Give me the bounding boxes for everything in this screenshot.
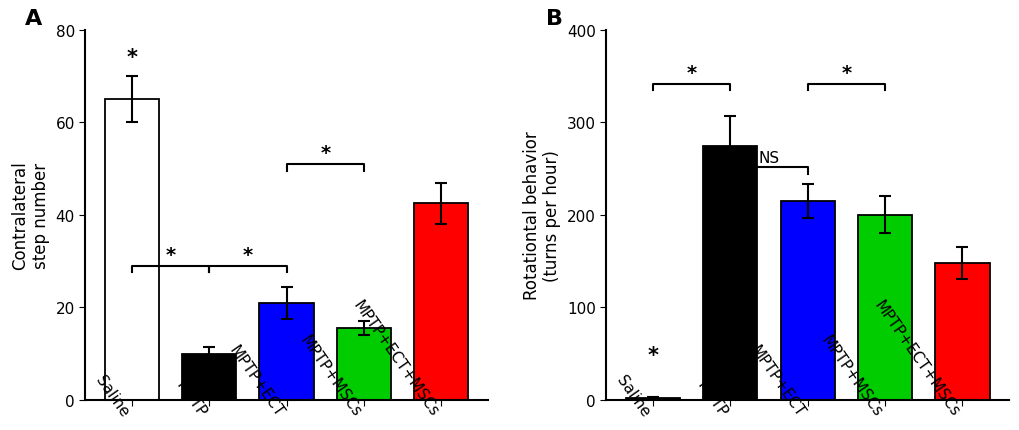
Bar — [105, 100, 159, 400]
Text: *: * — [686, 64, 696, 83]
Bar — [625, 398, 680, 400]
Y-axis label: Contralateral
step number: Contralateral step number — [11, 161, 50, 270]
Bar — [857, 215, 911, 400]
Bar — [780, 202, 834, 400]
Y-axis label: Rotationtal behavior
(turns per hour): Rotationtal behavior (turns per hour) — [522, 131, 560, 300]
Text: *: * — [320, 144, 330, 163]
Text: *: * — [165, 246, 175, 264]
Text: A: A — [24, 9, 42, 29]
Text: *: * — [841, 64, 851, 83]
Bar — [336, 329, 390, 400]
Bar — [259, 303, 313, 400]
Text: B: B — [545, 9, 562, 29]
Bar — [702, 146, 756, 400]
Text: NS: NS — [757, 150, 779, 166]
Bar — [414, 204, 468, 400]
Bar — [934, 264, 988, 400]
Text: *: * — [243, 246, 253, 264]
Text: *: * — [647, 345, 657, 365]
Bar — [181, 354, 236, 400]
Text: *: * — [126, 48, 138, 68]
